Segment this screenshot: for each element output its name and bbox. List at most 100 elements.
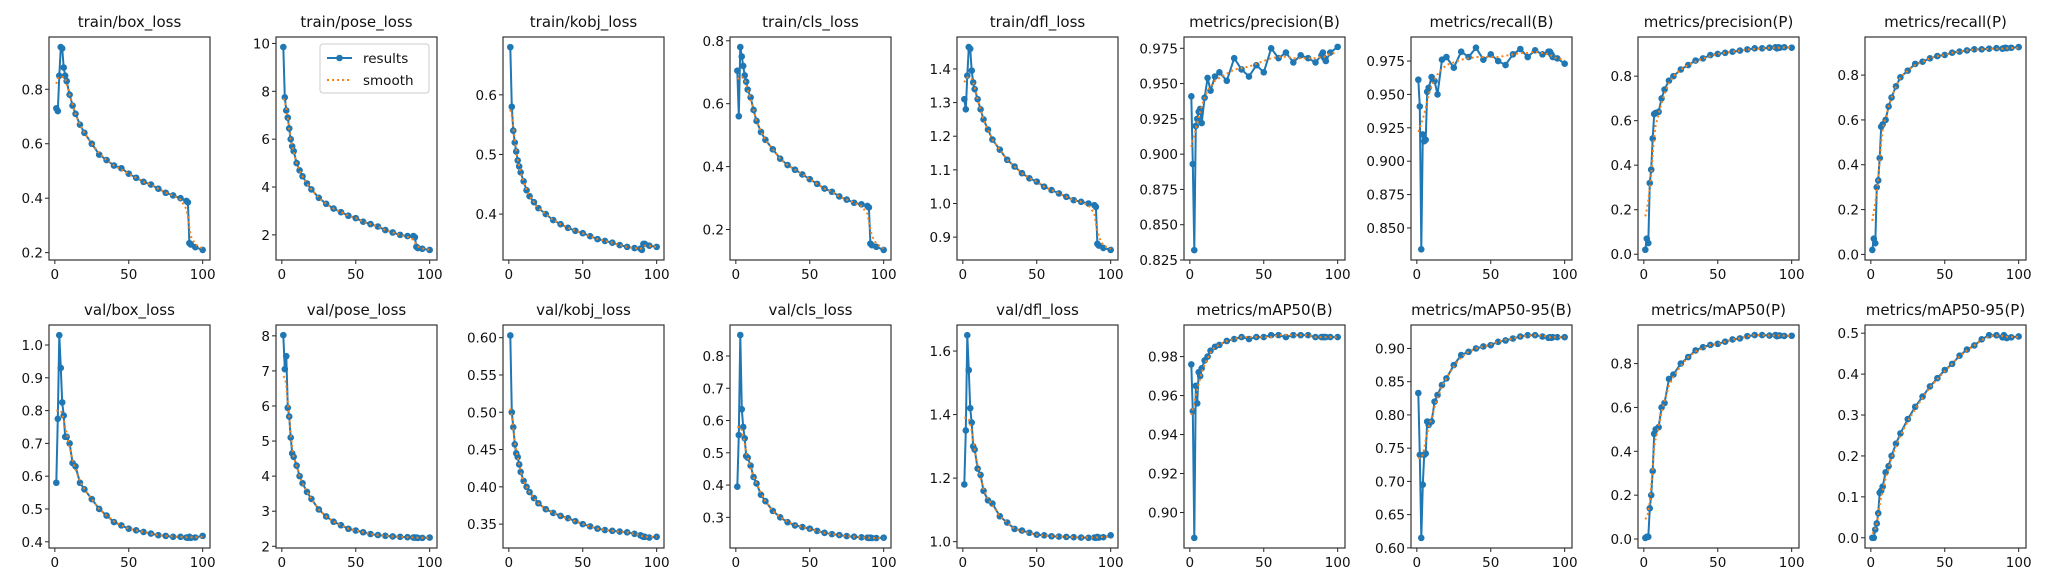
results-point	[977, 471, 984, 479]
subplot-title: train/pose_loss	[300, 13, 412, 32]
y-tick-label: 1.6	[930, 344, 951, 360]
x-tick-label: 0	[1867, 555, 1876, 571]
y-tick-label: 0.3	[1838, 408, 1859, 424]
results-point	[1655, 423, 1662, 431]
y-tick-label: 3	[261, 504, 270, 520]
y-tick-label: 0.6	[703, 414, 724, 430]
y-tick-label: 6	[261, 399, 270, 415]
smooth-line	[509, 408, 657, 538]
results-point	[962, 427, 970, 434]
legend-results-marker	[336, 54, 343, 62]
results-point	[517, 169, 524, 176]
plot-area	[507, 43, 660, 254]
subplot-metrics-map50-95-p-: metrics/mAP50-95(P) 0 50 100 0.0 0.1 0.2 0.3 0.4…	[1838, 301, 2032, 571]
x-tick-label: 100	[1779, 267, 1805, 283]
subplot-train-box-loss: train/box_loss 0 50 100 0.2 0.4 0.6 0.8	[22, 13, 216, 283]
results-point	[1642, 246, 1649, 254]
y-tick-label: 0.900	[1139, 147, 1178, 163]
x-tick-label: 50	[120, 555, 137, 571]
results-point	[1304, 54, 1312, 62]
x-tick-label: 100	[2006, 555, 2032, 571]
results-point	[1941, 366, 1949, 374]
results-point	[1216, 68, 1223, 76]
plot-area	[1642, 43, 1795, 254]
results-point	[1729, 336, 1736, 343]
results-point	[969, 79, 977, 86]
y-tick-label: 2	[261, 539, 270, 555]
smooth-line	[1644, 46, 1792, 217]
y-tick-label: 1.0	[930, 535, 951, 551]
subplot-val-kobj-loss: val/kobj_loss 0 50 100 0.35 0.40 0.45 0.50 0.55 0…	[467, 301, 670, 571]
y-tick-label: 0.6	[476, 88, 497, 104]
plot-area	[280, 331, 433, 542]
y-tick-label: 8	[261, 84, 270, 100]
y-tick-label: 0.2	[22, 246, 43, 262]
y-tick-label: 0.5	[703, 446, 724, 462]
results-point	[1297, 52, 1305, 59]
results-line	[1417, 45, 1566, 250]
y-tick-label: 0.3	[703, 510, 724, 526]
legend-results-label: results	[363, 51, 408, 67]
y-tick-label: 1.0	[930, 196, 951, 212]
results-point	[843, 532, 851, 540]
subplot-train-cls-loss: train/cls_loss 0 50 100 0.2 0.4 0.6 0.8	[703, 13, 897, 283]
results-point	[81, 485, 88, 493]
subplot-title: train/box_loss	[78, 13, 182, 32]
results-point	[1869, 246, 1876, 254]
results-point	[54, 415, 62, 423]
x-tick-label: 0	[1640, 555, 1649, 571]
plot-frame	[275, 36, 438, 261]
results-point	[734, 67, 741, 74]
results-point	[974, 95, 981, 103]
results-point	[564, 514, 572, 522]
y-tick-label: 1.2	[930, 129, 951, 145]
results-point	[736, 331, 744, 339]
results-point	[1223, 77, 1231, 85]
subplot-metrics-map50-b-: metrics/mAP50(B) 0 50 100 0.90 0.92 0.94 0.96 0.…	[1148, 301, 1351, 571]
y-tick-label: 0.92	[1148, 467, 1178, 483]
y-tick-label: 0.96	[1148, 389, 1178, 405]
y-tick-label: 0.55	[467, 368, 497, 384]
results-point	[60, 412, 68, 419]
y-tick-label: 0.80	[1375, 408, 1405, 424]
results-point	[1644, 533, 1652, 541]
results-point	[1275, 54, 1282, 62]
plot-area	[1188, 331, 1341, 542]
results-point	[1729, 48, 1736, 55]
results-point	[76, 479, 84, 487]
results-point	[1245, 73, 1253, 80]
y-tick-label: 0.2	[1838, 203, 1859, 219]
results-point	[1714, 340, 1722, 348]
subplot-title: train/kobj_loss	[530, 13, 638, 32]
results-point	[616, 241, 624, 249]
y-tick-label: 1.3	[930, 96, 951, 112]
results-line	[736, 46, 885, 251]
subplot-metrics-precision-p-: metrics/precision(P) 0 50 100 0.0 0.2 0.4 0.6 0.…	[1611, 13, 1805, 283]
results-point	[965, 366, 973, 374]
results-point	[1419, 131, 1427, 138]
results-point	[836, 193, 843, 200]
x-tick-label: 50	[1028, 555, 1045, 571]
y-tick-label: 0.0	[1838, 247, 1859, 263]
results-point	[1443, 53, 1450, 61]
results-point	[322, 200, 330, 208]
smooth-line	[56, 409, 203, 539]
results-point	[1714, 50, 1722, 58]
results-point	[2015, 333, 2022, 340]
subplot-title: metrics/mAP50-95(P)	[1866, 301, 2025, 319]
plot-area	[1415, 331, 1568, 542]
results-point	[1304, 331, 1312, 339]
results-line	[282, 335, 430, 539]
results-point	[396, 231, 404, 239]
y-tick-label: 4	[261, 180, 270, 196]
results-point	[1904, 415, 1912, 423]
results-point	[616, 528, 624, 535]
x-tick-label: 0	[51, 555, 60, 571]
results-point	[1428, 418, 1435, 425]
x-tick-label: 50	[1936, 555, 1953, 571]
results-line	[963, 335, 1111, 539]
x-tick-label: 0	[1640, 267, 1649, 283]
results-point	[1919, 393, 1926, 400]
results-point	[1897, 430, 1904, 437]
results-point	[1509, 335, 1517, 342]
